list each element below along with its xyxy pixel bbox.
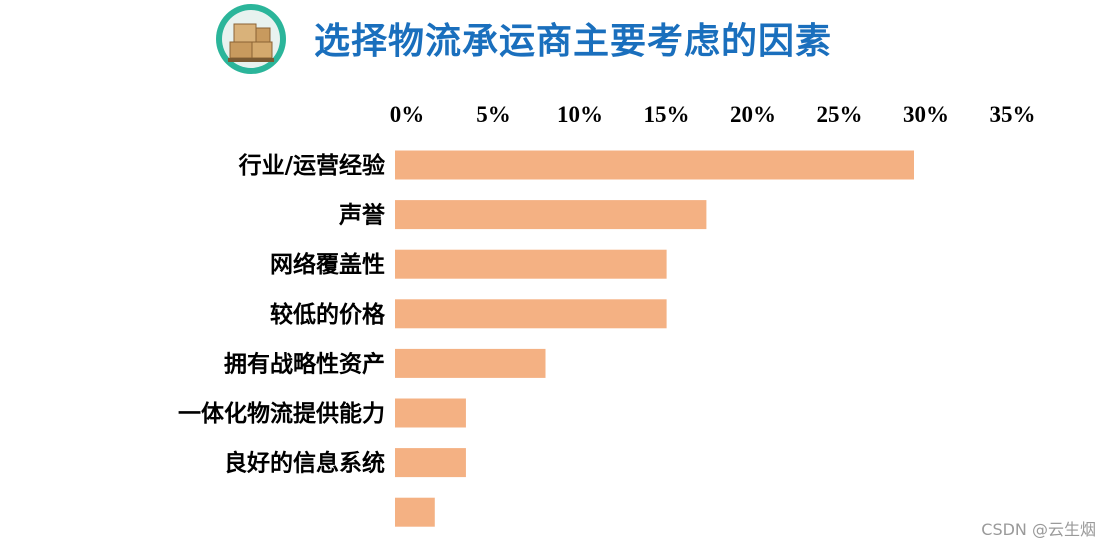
watermark: CSDN @云生烟 (981, 520, 1096, 539)
bar (395, 299, 667, 329)
x-axis-ticks: 0% 5% 10% 15% 20% 25% 30% 35% (390, 102, 1036, 127)
x-tick-label: 0% (390, 102, 425, 127)
category-labels: 行业/运营经验声誉网络覆盖性较低的价格拥有战略性资产一体化物流提供能力良好的信息… (178, 152, 386, 477)
x-tick-label: 20% (730, 102, 776, 127)
category-label: 一体化物流提供能力 (178, 400, 385, 427)
bar (395, 200, 707, 230)
chart-title: 选择物流承运商主要考虑的因素 (314, 21, 833, 62)
shipping-boxes-icon (216, 4, 286, 74)
bar (395, 497, 435, 527)
x-tick-label: 25% (817, 102, 863, 127)
bar (395, 448, 466, 478)
x-tick-label: 5% (476, 102, 511, 127)
bar (395, 398, 466, 428)
category-label: 良好的信息系统 (224, 450, 385, 477)
x-tick-label: 10% (557, 102, 603, 127)
bars (395, 150, 914, 527)
category-label: 声誉 (339, 202, 386, 229)
category-label: 行业/运营经验 (238, 152, 385, 179)
x-tick-label: 35% (990, 102, 1036, 127)
category-label: 网络覆盖性 (270, 251, 385, 278)
bar (395, 348, 546, 378)
bar (395, 150, 914, 180)
category-label: 拥有战略性资产 (224, 350, 385, 377)
bar (395, 249, 667, 279)
category-label: 较低的价格 (270, 301, 386, 328)
x-tick-label: 30% (903, 102, 949, 127)
x-tick-label: 15% (644, 102, 690, 127)
